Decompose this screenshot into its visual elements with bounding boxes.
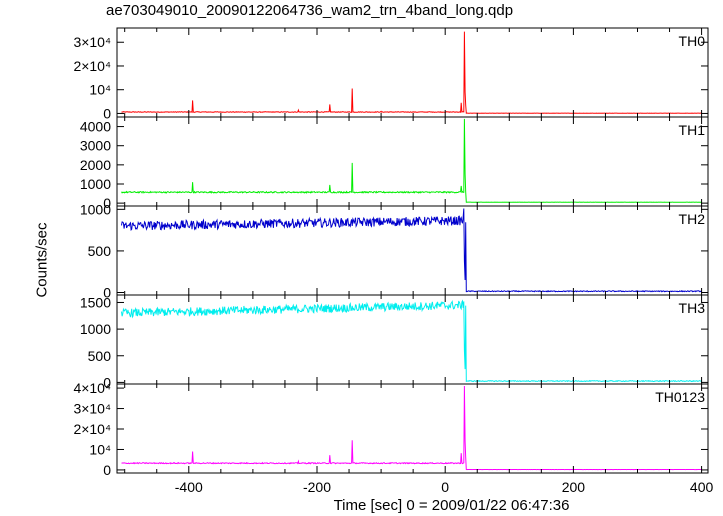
y-tick-label-th0123: 4×10⁴ [73,380,111,396]
series-line-th3 [121,299,702,383]
y-tick-label-th1: 4000 [80,119,111,135]
y-tick-label-th2: 0 [103,285,111,301]
panel-label-th0: TH0 [679,33,706,49]
panel-frame-th0 [116,27,709,118]
y-tick-label-th0: 0 [103,105,111,121]
x-tick-label: 400 [690,479,714,495]
y-tick-label-th2: 500 [88,243,112,259]
y-tick-label-th2: 1000 [80,201,111,217]
y-tick-label-th1: 0 [103,195,111,211]
y-tick-label-th0: 2×10⁴ [73,58,111,74]
y-tick-label-th3: 1500 [80,294,111,310]
y-tick-label-th1: 3000 [80,138,111,154]
x-tick-label: 0 [441,479,449,495]
x-tick-label: -200 [303,479,331,495]
x-tick-label: 200 [562,479,586,495]
series-line-th1 [121,118,702,203]
panel-frame-th0123 [116,383,709,474]
x-axis-label: Time [sec] 0 = 2009/01/22 06:47:36 [333,497,570,514]
series-line-th0123 [121,385,702,471]
panel-label-th0123: TH0123 [655,389,705,405]
series-line-th2 [121,208,702,293]
panel-frame-th2 [116,205,709,296]
y-tick-label-th0123: 10⁴ [89,441,111,457]
y-tick-label-th3: 1000 [80,321,111,337]
y-tick-label-th1: 2000 [80,157,111,173]
panel-label-th1: TH1 [679,122,706,138]
chart-title: ae703049010_20090122064736_wam2_trn_4ban… [106,2,514,19]
y-tick-label-th3: 500 [88,348,112,364]
y-tick-label-th0: 3×10⁴ [73,34,111,50]
panel-label-th2: TH2 [679,211,706,227]
y-tick-label-th3: 0 [103,374,111,390]
y-tick-label-th1: 1000 [80,176,111,192]
y-tick-label-th0123: 3×10⁴ [73,401,111,417]
y-tick-label-th0: 10⁴ [89,82,111,98]
y-axis-label: Counts/sec [33,222,51,298]
y-tick-label-th0123: 0 [103,462,111,478]
x-tick-label: -400 [175,479,203,495]
series-line-th0 [121,31,702,114]
panel-label-th3: TH3 [679,300,706,316]
y-tick-label-th0123: 2×10⁴ [73,421,111,437]
